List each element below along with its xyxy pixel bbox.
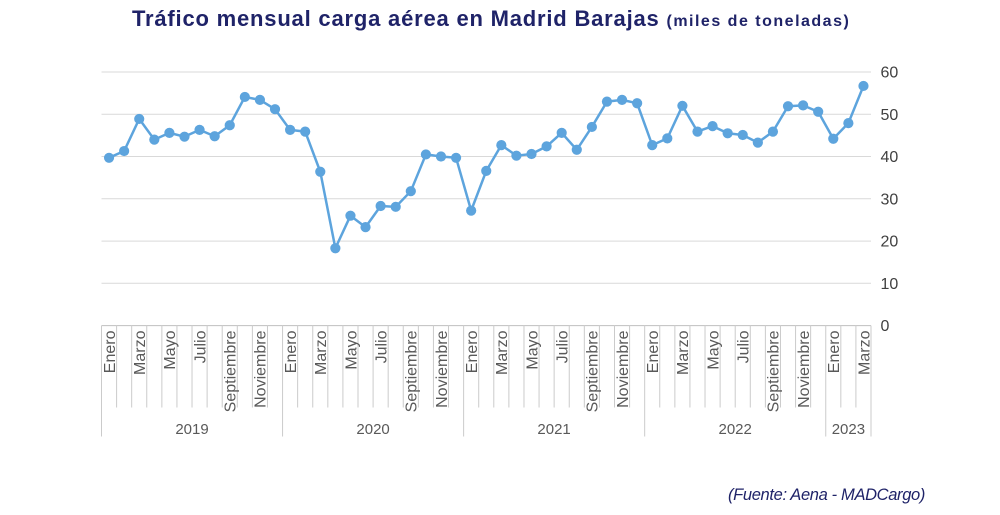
svg-text:50: 50	[881, 107, 899, 124]
svg-text:Septiembre: Septiembre	[404, 330, 421, 412]
svg-text:Marzo: Marzo	[856, 330, 873, 375]
svg-text:Enero: Enero	[645, 330, 662, 373]
svg-text:Septiembre: Septiembre	[585, 330, 602, 412]
svg-text:Mayo: Mayo	[705, 330, 722, 369]
svg-text:Mayo: Mayo	[162, 330, 179, 369]
svg-text:2021: 2021	[537, 421, 570, 438]
svg-text:Noviembre: Noviembre	[253, 330, 270, 407]
svg-text:10: 10	[881, 276, 899, 293]
svg-text:2023: 2023	[832, 421, 865, 438]
svg-text:0: 0	[881, 318, 890, 335]
svg-text:Mayo: Mayo	[524, 330, 541, 369]
svg-text:Julio: Julio	[373, 330, 390, 363]
svg-text:2020: 2020	[356, 421, 389, 438]
svg-text:Enero: Enero	[283, 330, 300, 373]
svg-text:20: 20	[881, 234, 899, 251]
svg-text:Enero: Enero	[464, 330, 481, 373]
svg-text:Mayo: Mayo	[343, 330, 360, 369]
svg-text:Julio: Julio	[192, 330, 209, 363]
svg-text:Marzo: Marzo	[132, 330, 149, 375]
svg-text:Marzo: Marzo	[494, 330, 511, 375]
svg-text:Septiembre: Septiembre	[766, 330, 783, 412]
svg-text:Enero: Enero	[102, 330, 119, 373]
svg-text:60: 60	[881, 65, 899, 82]
svg-text:40: 40	[881, 149, 899, 166]
svg-text:Julio: Julio	[736, 330, 753, 363]
svg-text:Marzo: Marzo	[313, 330, 330, 375]
svg-text:Noviembre: Noviembre	[615, 330, 632, 407]
svg-text:Marzo: Marzo	[675, 330, 692, 375]
svg-text:Enero: Enero	[826, 330, 843, 373]
svg-text:2019: 2019	[175, 421, 208, 438]
svg-text:Julio: Julio	[554, 330, 571, 363]
svg-text:Noviembre: Noviembre	[434, 330, 451, 407]
svg-text:30: 30	[881, 191, 899, 208]
svg-text:Septiembre: Septiembre	[223, 330, 240, 412]
svg-text:Noviembre: Noviembre	[796, 330, 813, 407]
svg-text:2022: 2022	[719, 421, 752, 438]
